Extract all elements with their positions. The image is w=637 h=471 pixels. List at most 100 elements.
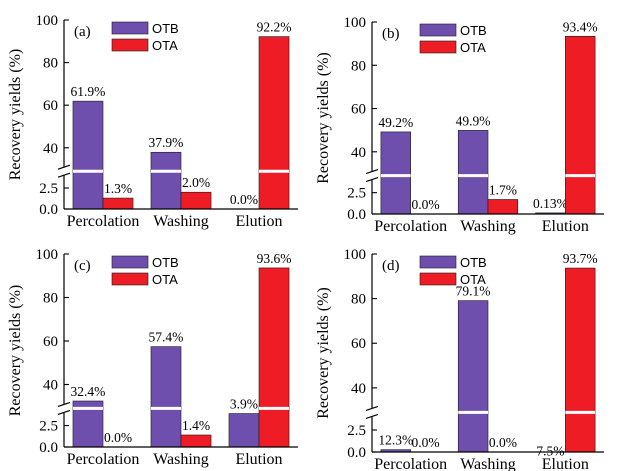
y-tick-label: 100 [344,247,367,263]
legend-label-ota: OTA [152,272,178,287]
bar-ota-percolation [102,197,134,210]
x-tick-label: Elution [235,451,282,468]
legend-label-otb: OTB [152,21,179,36]
x-tick-label: Elution [542,456,589,471]
data-label-otb-percolation: 12.3% [378,433,413,448]
panel-label: (c) [74,258,91,274]
y-axis-title: Recovery yields (%) [315,287,332,419]
y-tick-label: 0.0 [347,445,366,461]
y-tick-label: 80 [43,56,58,72]
legend-label-otb: OTB [460,23,487,38]
panel-label: (a) [74,24,91,40]
y-tick-label: 100 [344,15,367,31]
data-label-otb-washing: 79.1% [456,284,491,299]
data-label-otb-washing: 49.9% [456,113,491,128]
data-label-ota-percolation: 0.0% [411,197,439,212]
axis-break-mark [57,401,71,407]
chart-panel-1: 61.9% 1.3% Percolation 37.9% 2.0% Washing 0.0%… [7,13,298,230]
y-tick-label: 60 [43,334,58,350]
bar-ota-washing [180,191,212,210]
legend-swatch-otb [111,21,149,35]
x-tick-label: Percolation [374,218,447,235]
bar-otb-washing [150,151,182,210]
data-label-otb-washing: 37.9% [149,135,184,150]
y-tick-label: 0.0 [347,207,366,223]
y-axis-title: Recovery yields (%) [7,285,24,417]
x-tick-label: Percolation [67,213,140,230]
bar-otb-washing [150,346,182,448]
legend-label-ota: OTA [460,40,486,55]
y-axis-title: Recovery yields (%) [315,52,332,184]
y-tick-label: 40 [43,141,58,157]
bar-ota-elution [258,36,290,210]
y-tick-label: 0.0 [39,202,58,218]
y-tick-label: 60 [351,102,366,118]
chart-panel-4: 12.3%0.0%Percolation79.1%0.0%Washing7.5%… [315,247,604,471]
data-label-ota-percolation: 0.0% [411,435,439,450]
data-label-otb-elution: 0.0% [230,192,258,207]
axis-break-mark [365,177,379,183]
x-tick-label: Washing [460,218,516,235]
bar-ota-elution [565,267,596,453]
y-tick-label: 80 [351,58,366,74]
y-tick-label: 2.5 [347,186,366,202]
y-tick-label: 100 [36,247,59,263]
y-axis-title: Recovery yields (%) [7,49,24,181]
data-label-ota-washing: 1.4% [182,418,210,433]
y-tick-label: 60 [43,98,58,114]
legend-swatch-otb [419,255,457,269]
legend-swatch-ota [419,40,457,54]
bar-otb-washing [457,130,489,215]
chart-panel-3: 32.4% 0.0% Percolation 57.4% 1.4% Washing 3.9%… [7,247,298,468]
data-label-ota-washing: 1.7% [489,182,517,197]
legend-label-otb: OTB [152,255,179,270]
axis-break-mark [365,405,379,411]
data-label-ota-elution: 92.2% [257,20,292,35]
y-tick-label: 80 [351,292,366,308]
y-tick-label: 2.5 [347,423,366,439]
bar-otb-elution [228,413,260,448]
data-label-otb-elution: 7.5% [536,443,564,458]
axis-break-mark [57,164,71,170]
data-label-ota-washing: 2.0% [182,175,210,190]
data-label-otb-percolation: 61.9% [71,84,106,99]
data-label-ota-percolation: 1.3% [104,181,132,196]
legend-swatch-ota [419,272,457,286]
bar-ota-elution [565,35,596,215]
y-tick-label: 2.5 [39,419,58,435]
y-tick-label: 2.5 [39,181,58,197]
axis-break-mark [57,409,71,415]
bar-ota-washing [180,434,212,448]
x-tick-label: Elution [235,213,282,230]
x-tick-label: Washing [153,213,209,230]
data-label-ota-elution: 93.7% [563,251,598,266]
data-label-ota-washing: 0.0% [489,435,517,450]
panel-label: (d) [382,258,400,274]
y-tick-label: 0.0 [39,440,58,456]
axis-break-mark [365,413,379,419]
legend-label-ota: OTA [460,272,486,287]
legend-swatch-ota [111,272,149,286]
panel-label: (b) [382,26,400,42]
y-tick-label: 100 [36,13,59,29]
axis-break-mark [365,169,379,175]
legend-swatch-otb [419,23,457,37]
x-tick-label: Elution [542,218,589,235]
y-tick-label: 40 [351,145,366,161]
bar-otb-percolation [72,100,104,210]
data-label-otb-washing: 57.4% [149,330,184,345]
y-tick-label: 80 [43,290,58,306]
bar-otb-washing [457,300,489,453]
x-tick-label: Washing [460,456,516,471]
chart-panel-2: 49.2% 0.0% Percolation 49.9% 1.7% Washing 0.13… [315,15,604,235]
y-tick-label: 60 [351,336,366,352]
data-label-ota-elution: 93.4% [563,19,598,34]
y-tick-label: 40 [351,381,366,397]
data-label-otb-percolation: 32.4% [71,384,106,399]
data-label-otb-percolation: 49.2% [378,115,413,130]
x-tick-label: Washing [153,451,209,468]
x-tick-label: Percolation [374,456,447,471]
bar-ota-elution [258,267,290,448]
bar-ota-washing [487,199,519,215]
